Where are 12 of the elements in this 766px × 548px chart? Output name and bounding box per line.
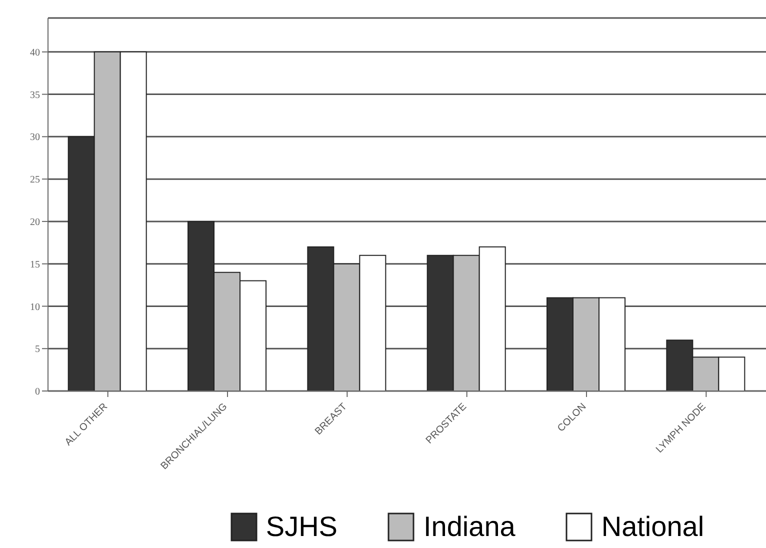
y-tick-label: 15 xyxy=(30,259,40,270)
legend-label: National xyxy=(601,511,704,543)
legend-label: Indiana xyxy=(423,511,516,543)
y-tick-label: 40 xyxy=(30,47,40,58)
y-tick-label: 5 xyxy=(35,344,40,356)
y-tick-label: 30 xyxy=(30,132,40,144)
y-tick-label: 20 xyxy=(30,217,40,228)
y-tick-label: 0 xyxy=(35,386,40,398)
legend-label: SJHS xyxy=(266,511,338,543)
y-tick-label: 25 xyxy=(30,174,40,186)
y-tick-label: 35 xyxy=(30,90,40,101)
y-tick-label: 10 xyxy=(30,302,40,313)
